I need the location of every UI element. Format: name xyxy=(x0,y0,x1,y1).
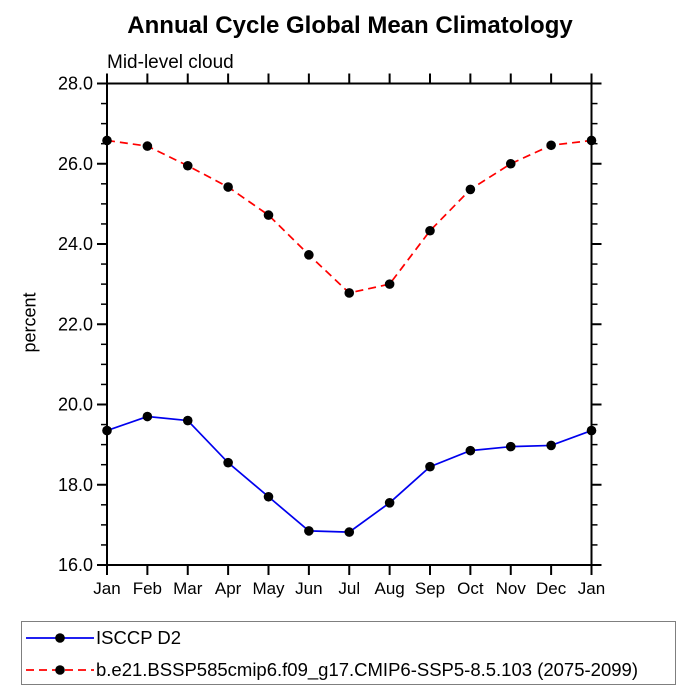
y-tick-label: 22.0 xyxy=(58,314,93,334)
legend-item-0: ISCCP D2 xyxy=(22,622,675,654)
data-point-series-1 xyxy=(546,140,556,151)
data-point-series-0 xyxy=(304,526,314,536)
x-tick-label: Apr xyxy=(215,579,242,598)
data-point-series-1 xyxy=(505,158,516,169)
legend-label: b.e21.BSSP585cmip6.f09_g17.CMIP6-SSP5-8.… xyxy=(96,659,638,680)
legend-swatch-solid-line xyxy=(26,633,94,643)
data-point-series-1 xyxy=(586,135,597,146)
data-point-series-1 xyxy=(384,279,395,289)
x-tick-label: Dec xyxy=(536,579,567,598)
y-tick-label: 18.0 xyxy=(58,475,93,495)
y-tick-label: 28.0 xyxy=(58,74,93,94)
x-tick-label: Sep xyxy=(415,579,445,598)
legend-box: ISCCP D2 b.e21.BSSP585cmip6.f09_g17.CMIP6… xyxy=(21,621,676,685)
x-tick-label: Mar xyxy=(173,579,203,598)
y-tick-label: 20.0 xyxy=(58,395,93,415)
data-point-series-1 xyxy=(304,250,314,260)
plot-area: 16.0 18.0 20.0 22.0 24.0 26.0 28.0 Jan Feb Mar Apr… xyxy=(58,73,605,598)
plot-frame xyxy=(106,82,593,566)
x-tick-label: Nov xyxy=(496,579,527,598)
data-point-series-0 xyxy=(142,411,153,422)
data-point-series-0 xyxy=(263,491,274,502)
series-line-1 xyxy=(106,139,592,294)
data-point-series-0 xyxy=(505,441,516,452)
y-tick-label: 26.0 xyxy=(58,154,93,174)
y-tick-label: 16.0 xyxy=(58,555,93,575)
legend-label: ISCCP D2 xyxy=(96,627,181,648)
data-point-series-1 xyxy=(263,210,274,220)
data-point-series-0 xyxy=(586,425,597,436)
data-point-series-0 xyxy=(102,425,112,436)
x-tick-label: Jan xyxy=(578,579,605,598)
data-point-series-1 xyxy=(344,288,355,298)
data-point-series-0 xyxy=(182,415,193,426)
series-line-0 xyxy=(106,415,592,533)
legend-swatch-dashed-line xyxy=(26,665,94,675)
data-point-series-1 xyxy=(223,182,233,192)
x-tick-label: May xyxy=(252,579,285,598)
data-point-series-1 xyxy=(182,160,193,171)
data-point-series-0 xyxy=(425,461,435,472)
x-tick-label: Jul xyxy=(338,579,360,598)
data-point-series-0 xyxy=(223,457,233,468)
data-point-series-0 xyxy=(465,445,476,456)
chart-subtitle: Mid-level cloud xyxy=(107,52,234,73)
data-point-series-0 xyxy=(546,440,556,451)
x-tick-label: Oct xyxy=(457,579,484,598)
data-point-series-0 xyxy=(384,498,395,508)
x-tick-label: Jan xyxy=(93,579,120,598)
legend-marker-dot xyxy=(55,633,65,643)
data-point-series-1 xyxy=(142,141,153,151)
y-tick-label: 24.0 xyxy=(58,234,93,254)
chart-title: Annual Cycle Global Mean Climatology xyxy=(127,12,573,39)
legend-item-1: b.e21.BSSP585cmip6.f09_g17.CMIP6-SSP5-8.… xyxy=(22,654,675,686)
x-tick-label: Feb xyxy=(133,579,162,598)
x-tick-label: Jun xyxy=(295,579,322,598)
legend-marker-dot xyxy=(55,665,65,675)
data-point-series-1 xyxy=(102,135,112,146)
x-tick-label: Aug xyxy=(375,579,405,598)
data-point-series-1 xyxy=(465,184,476,195)
data-point-series-0 xyxy=(344,527,355,537)
data-point-series-1 xyxy=(425,225,435,236)
